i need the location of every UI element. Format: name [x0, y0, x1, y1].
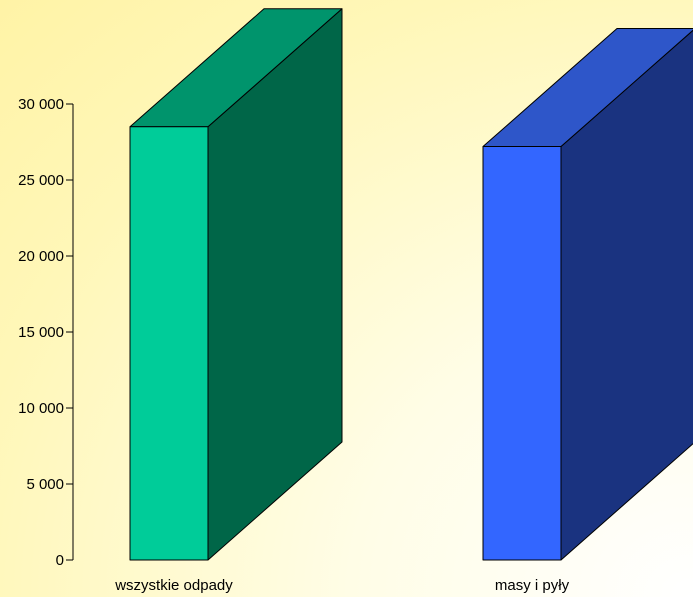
- y-tick-label: 10 000: [18, 400, 64, 417]
- x-category-label: wszystkie odpady: [114, 577, 233, 594]
- bar-front: [129, 126, 209, 561]
- x-category-label: masy i pyły: [495, 577, 570, 594]
- y-tick-label: 5 000: [26, 476, 64, 493]
- y-tick-label: 0: [56, 552, 64, 569]
- category-labels: wszystkie odpady masy i pyły: [114, 577, 569, 594]
- y-axis: 0 5 000 10 000 15 000 20 000 25 000 30 000: [18, 96, 74, 569]
- bars: [129, 8, 693, 561]
- bar-2: [482, 28, 693, 561]
- y-tick-label: 30 000: [18, 96, 64, 113]
- y-tick-label: 20 000: [18, 248, 64, 265]
- bar-front: [482, 146, 562, 561]
- bar-1: [129, 8, 343, 561]
- y-tick-label: 15 000: [18, 324, 64, 341]
- y-tick-label: 25 000: [18, 172, 64, 189]
